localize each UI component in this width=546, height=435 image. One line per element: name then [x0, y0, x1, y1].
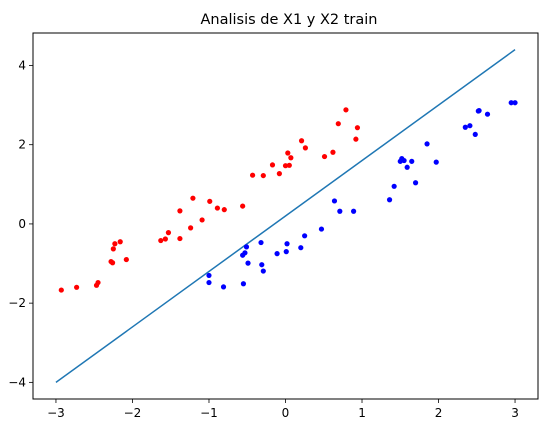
x-tick-label: −1	[200, 406, 218, 420]
data-point	[269, 162, 276, 168]
data-point	[249, 172, 256, 178]
data-point	[284, 241, 290, 247]
data-point	[285, 150, 291, 156]
data-point	[112, 241, 118, 247]
data-point	[95, 279, 101, 286]
data-point	[433, 159, 439, 165]
data-point	[259, 262, 265, 268]
data-point	[282, 163, 289, 169]
data-point	[190, 195, 196, 201]
data-point	[424, 141, 430, 147]
data-point	[207, 198, 213, 204]
data-point	[302, 145, 308, 151]
data-point	[158, 237, 164, 244]
data-point	[391, 183, 397, 189]
data-point	[337, 208, 343, 214]
y-tick-label: −4	[8, 375, 26, 389]
data-point	[467, 123, 473, 129]
data-point	[404, 164, 410, 170]
data-point	[462, 124, 468, 130]
data-point	[110, 246, 116, 252]
data-point	[245, 260, 251, 266]
data-point	[353, 136, 359, 142]
data-point	[58, 287, 64, 293]
y-tick-label: −2	[8, 296, 26, 310]
data-point	[177, 235, 183, 242]
data-point	[298, 245, 304, 251]
data-point	[165, 230, 172, 236]
data-point	[117, 239, 123, 245]
data-point	[274, 251, 280, 257]
data-point	[512, 100, 518, 106]
data-point	[286, 162, 292, 168]
data-point	[508, 100, 514, 106]
data-point	[109, 260, 116, 266]
x-tick-label: 0	[282, 406, 290, 420]
boundary-line	[55, 49, 516, 383]
data-point	[476, 108, 482, 114]
x-tick-label: 1	[358, 406, 366, 420]
data-point	[243, 244, 250, 250]
data-point	[260, 268, 266, 274]
data-point	[321, 153, 328, 160]
data-point	[354, 125, 361, 131]
data-point	[123, 256, 129, 263]
data-point	[74, 284, 80, 290]
data-point	[318, 226, 325, 232]
x-tick-label: −2	[124, 406, 142, 420]
data-point	[386, 197, 393, 203]
data-point	[335, 121, 341, 127]
series-2	[206, 100, 518, 290]
data-point	[199, 217, 205, 223]
data-point	[343, 107, 349, 113]
data-point	[412, 180, 419, 186]
data-point	[283, 249, 289, 255]
data-point	[260, 172, 266, 179]
x-axis: −3 −2 −1 0 1 2 3	[47, 399, 519, 420]
data-point	[330, 149, 336, 155]
x-tick-label: −3	[47, 406, 65, 420]
y-tick-label: 2	[18, 138, 26, 152]
y-tick-label: 4	[18, 58, 26, 72]
data-point	[242, 250, 248, 256]
x-tick-label: 3	[511, 406, 519, 420]
data-point	[276, 171, 282, 177]
data-point	[258, 239, 264, 246]
data-point	[220, 284, 227, 290]
data-point	[240, 203, 246, 209]
data-point	[331, 198, 338, 204]
y-tick-label: 0	[18, 217, 26, 231]
data-point	[350, 208, 357, 214]
data-point	[188, 225, 194, 231]
data-point	[484, 111, 491, 117]
data-point	[214, 205, 221, 211]
data-point	[401, 157, 407, 164]
data-point	[240, 281, 247, 287]
data-point	[409, 158, 415, 164]
data-point	[206, 279, 212, 286]
series-1	[58, 107, 361, 293]
data-point	[298, 138, 305, 144]
chart-title: Analisis de X1 y X2 train	[200, 12, 377, 28]
data-point	[472, 131, 478, 138]
plot-area	[55, 49, 518, 383]
data-point	[162, 236, 168, 242]
x-tick-label: 2	[435, 406, 443, 420]
data-point	[288, 155, 294, 161]
data-point	[302, 233, 308, 239]
data-point	[206, 272, 212, 279]
data-point	[221, 207, 227, 213]
data-point	[177, 208, 183, 214]
y-axis: −4 −2 0 2 4	[8, 58, 33, 389]
